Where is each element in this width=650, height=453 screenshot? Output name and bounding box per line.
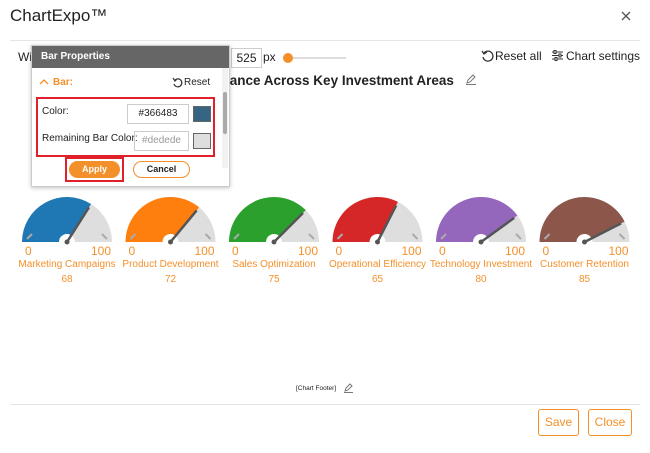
range-label: 100 — [194, 244, 214, 258]
category-label: Operational Efficiency — [329, 259, 426, 270]
gauge-needle — [169, 209, 198, 243]
gauge-hub — [168, 239, 173, 245]
range-label: 0 — [129, 244, 136, 258]
range-label: 100 — [608, 244, 628, 258]
gauge-remaining — [591, 221, 630, 242]
tick-mark — [440, 233, 447, 240]
tick-mark — [233, 233, 240, 240]
gauge-bar — [229, 197, 306, 242]
category-label: Sales Optimization — [232, 259, 315, 270]
remaining-input[interactable]: #dedede — [134, 131, 189, 151]
range-label: 0 — [543, 244, 550, 258]
gauge-bar — [332, 197, 398, 242]
section-label: Bar: — [53, 77, 74, 88]
reset-icon — [172, 77, 183, 88]
bar-properties-panel: Bar Properties Bar: Reset Color: #366483… — [31, 45, 230, 187]
divider — [10, 40, 640, 41]
value-label: 72 — [165, 274, 177, 285]
range-label: 0 — [232, 244, 239, 258]
value-label: 80 — [475, 274, 487, 285]
tick-mark — [129, 233, 137, 240]
highlight-box — [65, 157, 124, 182]
gauge-remaining — [71, 204, 112, 242]
category-label: Product Development — [122, 259, 218, 270]
tick-mark — [204, 233, 212, 240]
category-label: Marketing Campaigns — [18, 259, 115, 270]
panel-title: Bar Properties — [32, 46, 229, 68]
collapse-icon[interactable] — [39, 78, 49, 86]
gauge-hub — [582, 239, 587, 245]
gauge-hub — [271, 239, 277, 245]
tick-mark — [336, 233, 344, 240]
close-icon[interactable] — [621, 11, 631, 21]
category-label: Customer Retention — [540, 259, 629, 270]
tick-mark — [515, 233, 522, 240]
tick-mark — [101, 233, 108, 240]
value-label: 85 — [579, 274, 591, 285]
tick-mark — [411, 233, 419, 240]
divider — [10, 404, 640, 405]
tick-mark — [618, 233, 626, 240]
edit-icon[interactable] — [343, 382, 354, 393]
tick-mark — [543, 233, 551, 240]
remaining-label: Remaining Bar Color: — [42, 133, 138, 144]
color-swatch[interactable] — [193, 106, 211, 122]
range-label: 100 — [91, 244, 111, 258]
settings-icon — [552, 50, 563, 61]
range-label: 0 — [336, 244, 343, 258]
chart-title: Performance Across Key Investment Areas — [178, 73, 454, 88]
slider-track[interactable] — [284, 57, 346, 59]
gauge-hub — [375, 239, 380, 245]
slider-thumb[interactable] — [283, 53, 293, 63]
gauge-bar — [539, 197, 625, 242]
range-label: 100 — [298, 244, 318, 258]
value-label: 68 — [61, 274, 73, 285]
category-label: Technology Investment — [430, 259, 533, 270]
save-button[interactable]: Save — [538, 409, 579, 436]
edit-icon[interactable] — [465, 73, 477, 85]
gauge-needle — [273, 212, 304, 243]
scrollbar[interactable] — [222, 68, 228, 168]
remaining-swatch[interactable] — [193, 133, 211, 149]
reset-all[interactable]: Reset all — [495, 49, 542, 63]
close-button[interactable]: Close — [588, 409, 632, 436]
gauge-needle — [480, 216, 515, 244]
range-label: 100 — [505, 244, 525, 258]
gauge-hub — [64, 239, 70, 245]
gauge-hub — [478, 239, 484, 245]
app-title: ChartExpo™ — [10, 6, 108, 25]
chart-settings[interactable]: Chart settings — [566, 49, 641, 63]
highlight-box — [36, 97, 215, 157]
gauge-needle — [376, 204, 398, 243]
cancel-button[interactable]: Cancel — [133, 161, 190, 178]
range-label: 0 — [25, 244, 32, 258]
gauge-needle — [65, 206, 91, 243]
color-label: Color: — [42, 106, 69, 117]
chart-footer: [Chart Footer] — [296, 385, 337, 392]
reset-icon — [481, 50, 494, 62]
color-input[interactable]: #366483 — [127, 104, 189, 124]
gauge-needle — [583, 222, 622, 244]
value-label: 65 — [372, 274, 384, 285]
gauge-remaining — [175, 207, 216, 242]
panel-reset[interactable]: Reset — [184, 77, 211, 88]
gauge-remaining — [381, 201, 423, 242]
tick-mark — [26, 233, 33, 240]
unit: px — [263, 50, 276, 64]
gauge-bar — [125, 197, 200, 242]
width-input[interactable]: 525 — [231, 48, 262, 68]
value-label: 75 — [268, 274, 280, 285]
tick-mark — [308, 233, 315, 240]
gauge-bar — [436, 197, 518, 242]
range-label: 0 — [439, 244, 446, 258]
apply-button[interactable]: Apply — [69, 161, 120, 178]
range-label: 100 — [401, 244, 421, 258]
